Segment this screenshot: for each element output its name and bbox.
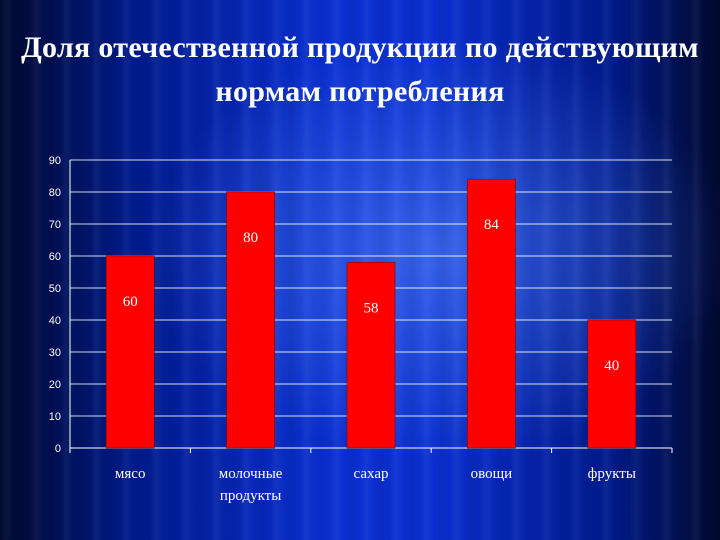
data-label: 80 <box>243 230 258 246</box>
category-label: мясо <box>115 466 146 482</box>
data-label: 60 <box>123 294 138 310</box>
data-label: 40 <box>604 358 619 374</box>
y-tick-label: 40 <box>49 315 61 327</box>
category-label: молочные <box>219 466 283 482</box>
y-tick-label: 20 <box>49 379 61 391</box>
bar <box>226 191 275 449</box>
y-tick-label: 70 <box>49 219 61 231</box>
y-tick-label: 50 <box>49 283 61 295</box>
y-tick-label: 30 <box>49 347 61 359</box>
y-tick-label: 0 <box>55 443 61 455</box>
y-tick-label: 90 <box>49 155 61 167</box>
data-label: 58 <box>364 300 379 316</box>
y-tick-label: 80 <box>49 187 61 199</box>
chart-title: Доля отечественной продукции по действую… <box>21 31 699 108</box>
category-label: продукты <box>220 488 281 504</box>
y-tick-label: 60 <box>49 251 61 263</box>
bar <box>105 255 155 449</box>
category-label: сахар <box>354 466 389 482</box>
y-tick-label: 10 <box>49 411 61 423</box>
bar <box>587 319 637 449</box>
data-label: 84 <box>484 217 500 233</box>
bar <box>467 178 516 449</box>
category-label: фрукты <box>588 466 636 482</box>
category-label: овощи <box>471 466 513 482</box>
bar <box>346 262 396 449</box>
